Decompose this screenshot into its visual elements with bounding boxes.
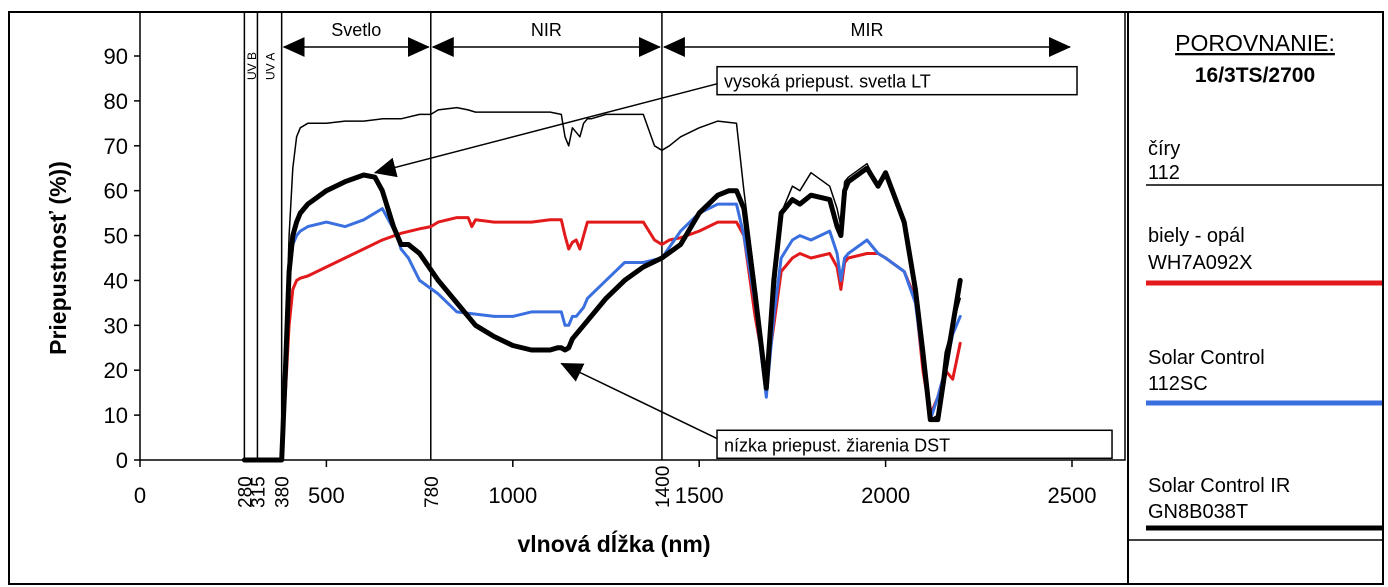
x-tick-label-2500: 2500	[1048, 483, 1097, 508]
series-line-0	[243, 106, 961, 461]
y-tick-label-40: 40	[104, 268, 128, 293]
y-tick-label-60: 60	[104, 179, 128, 204]
legend-item-3-line1: Solar Control	[1148, 347, 1265, 369]
annotation-text-1: nízka priepust. žiarenia DST	[724, 435, 950, 455]
legend-subtitle: 16/3TS/2700	[1195, 64, 1315, 87]
series-line-2	[242, 202, 962, 462]
annotation-arrow-1	[560, 362, 730, 445]
x-tick-label-rot-380: 380	[273, 476, 294, 508]
y-tick-label-80: 80	[104, 89, 128, 114]
y-tick-label-20: 20	[104, 358, 128, 383]
y-tick-label-30: 30	[104, 313, 128, 338]
x-tick-label-500: 500	[308, 483, 345, 508]
legend-item-3-line2: 112SC	[1148, 373, 1208, 395]
x-tick-label-0: 0	[134, 483, 146, 508]
annotation-arrow-0	[373, 79, 730, 178]
region-label-2: Svetlo	[331, 20, 381, 40]
y-tick-label-70: 70	[104, 134, 128, 159]
legend-item-2-line1: biely - opál	[1148, 225, 1245, 247]
x-tick-label-rot-280: 280	[235, 476, 256, 508]
x-tick-label-1000: 1000	[488, 483, 537, 508]
outer-frame	[8, 11, 1384, 585]
y-tick-label-50: 50	[104, 224, 128, 249]
region-label-1: UV A	[263, 53, 277, 80]
annotation-box-1	[716, 429, 1113, 460]
y-tick-label-0: 0	[116, 448, 128, 473]
region-label-0: UV B	[245, 52, 259, 80]
series-line-3	[241, 165, 963, 463]
y-tick-label-10: 10	[104, 403, 128, 428]
x-tick-label-rot-780: 780	[422, 476, 443, 508]
annotation-box-0	[716, 65, 1078, 96]
annotation-text-0: vysoká priepust. svetla LT	[724, 72, 931, 92]
region-label-4: MIR	[850, 20, 883, 40]
y-tick-label-90: 90	[104, 44, 128, 69]
legend-item-4-line1: Solar Control IR	[1148, 475, 1290, 497]
legend-title: POROVNANIE:	[1175, 30, 1335, 56]
x-tick-label-rot-315: 315	[248, 476, 269, 508]
x-tick-label-1500: 1500	[675, 483, 724, 508]
x-tick-label-rot-1400: 1400	[653, 466, 674, 508]
legend-item-4-line2: GN8B038T	[1148, 501, 1248, 523]
legend-item-1-line2: 112	[1148, 162, 1180, 184]
y-axis-title: Priepustnosť (%))	[45, 161, 71, 355]
x-axis-title: vlnová dĺžka (nm)	[518, 529, 711, 557]
legend-item-2-line2: WH7A092X	[1148, 252, 1253, 274]
region-label-3: NIR	[531, 20, 562, 40]
legend-item-1-line1: číry	[1148, 138, 1180, 160]
legend: POROVNANIE: 16/3TS/2700 číry 112 biely -…	[1146, 30, 1382, 531]
series-line-1	[242, 216, 962, 462]
x-tick-label-2000: 2000	[861, 483, 910, 508]
